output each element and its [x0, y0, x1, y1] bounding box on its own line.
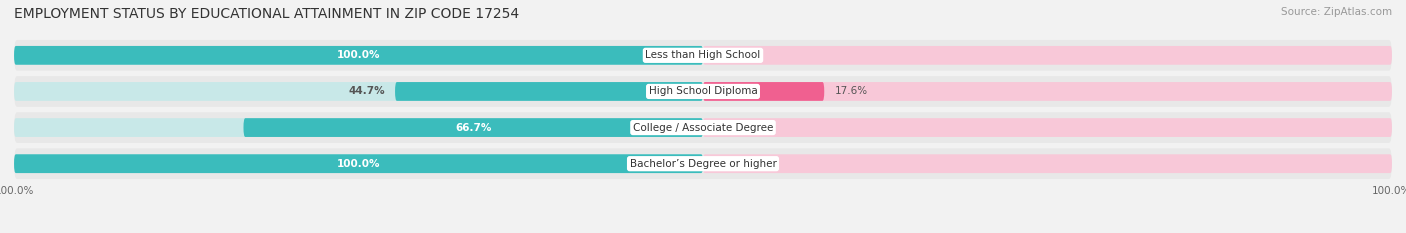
Text: 0.0%: 0.0% — [713, 50, 740, 60]
FancyBboxPatch shape — [14, 40, 1392, 71]
FancyBboxPatch shape — [14, 154, 703, 173]
Text: 100.0%: 100.0% — [337, 159, 380, 169]
Text: Bachelor’s Degree or higher: Bachelor’s Degree or higher — [630, 159, 776, 169]
FancyBboxPatch shape — [14, 46, 703, 65]
Text: High School Diploma: High School Diploma — [648, 86, 758, 96]
Text: 0.0%: 0.0% — [713, 159, 740, 169]
FancyBboxPatch shape — [243, 118, 703, 137]
FancyBboxPatch shape — [14, 76, 1392, 107]
Text: 44.7%: 44.7% — [349, 86, 385, 96]
FancyBboxPatch shape — [14, 112, 1392, 143]
Text: 17.6%: 17.6% — [835, 86, 868, 96]
FancyBboxPatch shape — [703, 118, 1392, 137]
FancyBboxPatch shape — [703, 46, 1392, 65]
Text: 0.0%: 0.0% — [713, 123, 740, 133]
Text: Source: ZipAtlas.com: Source: ZipAtlas.com — [1281, 7, 1392, 17]
FancyBboxPatch shape — [395, 82, 703, 101]
Text: EMPLOYMENT STATUS BY EDUCATIONAL ATTAINMENT IN ZIP CODE 17254: EMPLOYMENT STATUS BY EDUCATIONAL ATTAINM… — [14, 7, 519, 21]
Text: 100.0%: 100.0% — [337, 50, 380, 60]
FancyBboxPatch shape — [703, 154, 1392, 173]
FancyBboxPatch shape — [14, 82, 703, 101]
FancyBboxPatch shape — [14, 118, 703, 137]
FancyBboxPatch shape — [14, 46, 703, 65]
Text: 66.7%: 66.7% — [456, 123, 492, 133]
FancyBboxPatch shape — [703, 82, 1392, 101]
FancyBboxPatch shape — [14, 154, 703, 173]
FancyBboxPatch shape — [703, 82, 824, 101]
Text: Less than High School: Less than High School — [645, 50, 761, 60]
Text: College / Associate Degree: College / Associate Degree — [633, 123, 773, 133]
FancyBboxPatch shape — [14, 148, 1392, 179]
